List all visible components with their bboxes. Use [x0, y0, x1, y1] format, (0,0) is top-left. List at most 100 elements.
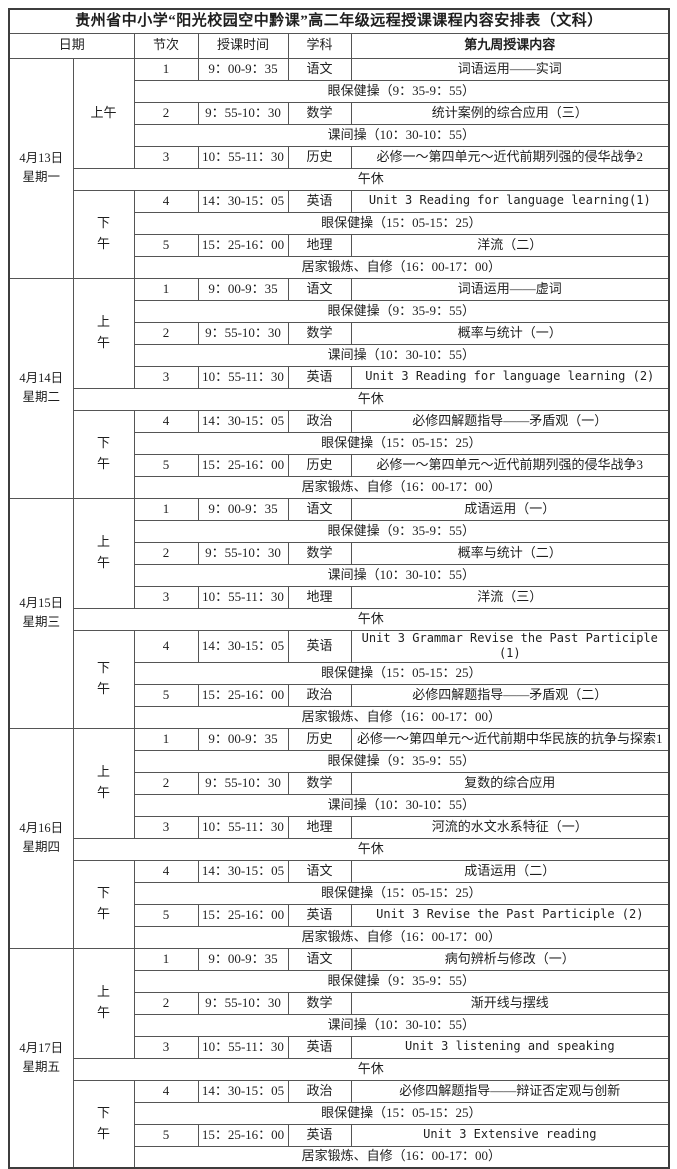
eye-exercise-row: 眼保健操（15：05-15：25）	[133, 1101, 670, 1125]
period-time: 10：55-11：30	[197, 815, 289, 839]
table-row: 5 15：25-16：00 政治 必修四解题指导——矛盾观（二）	[9, 683, 670, 707]
period-subject: 数学	[287, 321, 352, 345]
am-label: 上 午	[72, 727, 135, 839]
table-row: 下 午 4 14：30-15：05 英语 Unit 3 Reading for …	[9, 189, 670, 279]
eye-exercise-row: 眼保健操（15：05-15：25）	[133, 211, 670, 235]
period-content: Unit 3 listening and speaking	[350, 1035, 670, 1059]
period-content: 必修一～第四单元～近代前期列强的侵华战争3	[350, 453, 670, 477]
table-row: 日期 节次 授课时间 学科 第九周授课内容	[8, 32, 670, 59]
table-row: 午休	[9, 387, 670, 411]
am-label: 上 午	[72, 497, 135, 609]
period-subject: 数学	[287, 101, 352, 125]
period-time: 15：25-16：00	[197, 683, 289, 707]
period-number: 5	[133, 1123, 199, 1147]
period-time: 9：55-10：30	[197, 991, 289, 1015]
period-number: 5	[133, 233, 199, 257]
period-number: 1	[133, 57, 199, 81]
table-row: 午休	[9, 607, 670, 631]
period-time: 10：55-11：30	[197, 585, 289, 609]
home-study-row: 居家锻炼、自修（16：00-17：00）	[133, 1145, 670, 1169]
table-row: 下 午 4 14：30-15：05 英语 Unit 3 Grammar Revi…	[9, 629, 670, 729]
period-subject: 语文	[287, 859, 352, 883]
period-subject: 英语	[287, 629, 352, 663]
day-date-cell: 4月14日 星期二	[8, 277, 74, 499]
table-row: 3 10：55-11：30 历史 必修一～第四单元～近代前期列强的侵华战争2	[9, 145, 670, 169]
period-subject: 地理	[287, 233, 352, 257]
period-time: 9：55-10：30	[197, 101, 289, 125]
period-number: 4	[133, 189, 199, 213]
noon-break-row: 午休	[72, 607, 670, 631]
period-number: 2	[133, 101, 199, 125]
period-time: 14：30-15：05	[197, 629, 289, 663]
period-content: 洋流（三）	[350, 585, 670, 609]
pm-label: 下 午	[72, 409, 135, 499]
recess-row: 课间操（10：30-10：55）	[133, 1013, 670, 1037]
recess-row: 课间操（10：30-10：55）	[133, 343, 670, 367]
period-content: 河流的水文水系特征（一）	[350, 815, 670, 839]
noon-break-row: 午休	[72, 1057, 670, 1081]
col-header-period: 节次	[133, 32, 199, 59]
table-row: 午休	[9, 837, 670, 861]
period-subject: 政治	[287, 683, 352, 707]
recess-row: 课间操（10：30-10：55）	[133, 563, 670, 587]
period-subject: 历史	[287, 453, 352, 477]
col-header-time: 授课时间	[197, 32, 289, 59]
period-time: 15：25-16：00	[197, 1123, 289, 1147]
period-content: 词语运用——实词	[350, 57, 670, 81]
period-number: 3	[133, 585, 199, 609]
period-number: 3	[133, 1035, 199, 1059]
period-number: 5	[133, 683, 199, 707]
table-row: 眼保健操（15：05-15：25）	[9, 1101, 670, 1125]
period-time: 9：00-9：35	[197, 497, 289, 521]
table-row: 眼保健操（9：35-9：55）	[9, 969, 670, 993]
period-number: 5	[133, 903, 199, 927]
table-row: 4月17日 星期五 上 午 1 9：00-9：35 语文 病句辨析与修改（一）	[8, 947, 670, 1169]
period-number: 2	[133, 991, 199, 1015]
table-row: 5 15：25-16：00 英语 Unit 3 Extensive readin…	[9, 1123, 670, 1147]
period-content: 洋流（二）	[350, 233, 670, 257]
recess-row: 课间操（10：30-10：55）	[133, 123, 670, 147]
pm-label: 下 午	[72, 1079, 135, 1169]
schedule-table: 贵州省中小学“阳光校园空中黔课”高二年级远程授课课程内容安排表（文科） 日期 节…	[8, 8, 671, 1169]
period-content: 必修四解题指导——辩证否定观与创新	[350, 1079, 670, 1103]
period-number: 4	[133, 409, 199, 433]
period-time: 14：30-15：05	[197, 409, 289, 433]
table-row: 3 10：55-11：30 英语 Unit 3 Reading for lang…	[9, 365, 670, 389]
period-number: 3	[133, 145, 199, 169]
pm-label: 下 午	[72, 629, 135, 729]
home-study-row: 居家锻炼、自修（16：00-17：00）	[133, 925, 670, 949]
period-time: 9：00-9：35	[197, 947, 289, 971]
period-content: 复数的综合应用	[350, 771, 670, 795]
period-content: 词语运用——虚词	[350, 277, 670, 301]
period-number: 3	[133, 815, 199, 839]
noon-break-row: 午休	[72, 837, 670, 861]
period-time: 9：00-9：35	[197, 57, 289, 81]
period-subject: 数学	[287, 771, 352, 795]
period-number: 1	[133, 947, 199, 971]
period-subject: 语文	[287, 947, 352, 971]
period-subject: 政治	[287, 1079, 352, 1103]
table-row: 5 15：25-16：00 地理 洋流（二）	[9, 233, 670, 257]
col-header-week-content: 第九周授课内容	[350, 32, 670, 59]
day-date-cell: 4月13日 星期一	[8, 57, 74, 279]
table-row: 眼保健操（15：05-15：25）	[9, 431, 670, 455]
table-row: 下 午 4 14：30-15：05 政治 必修四解题指导——辩证否定观与创新	[9, 1079, 670, 1169]
period-time: 9：55-10：30	[197, 541, 289, 565]
am-label: 上午	[72, 57, 135, 169]
table-row: 4月13日 星期一 上午 1 9：00-9：35 语文 词语运用——实词	[8, 57, 670, 279]
period-content: Unit 3 Extensive reading	[350, 1123, 670, 1147]
period-subject: 英语	[287, 1123, 352, 1147]
noon-break-row: 午休	[72, 387, 670, 411]
recess-row: 课间操（10：30-10：55）	[133, 793, 670, 817]
day-date-cell: 4月16日 星期四	[8, 727, 74, 949]
eye-exercise-row: 眼保健操（15：05-15：25）	[133, 881, 670, 905]
table-row: 2 9：55-10：30 数学 复数的综合应用	[9, 771, 670, 795]
period-content: 必修一～第四单元～近代前期中华民族的抗争与探索1	[350, 727, 670, 751]
period-subject: 历史	[287, 145, 352, 169]
table-row: 午休	[9, 1057, 670, 1081]
period-subject: 语文	[287, 277, 352, 301]
table-row: 4月16日 星期四 上 午 1 9：00-9：35 历史 必修一～第四单元～近代…	[8, 727, 670, 949]
table-row: 眼保健操（15：05-15：25）	[9, 881, 670, 905]
noon-break-row: 午休	[72, 167, 670, 191]
